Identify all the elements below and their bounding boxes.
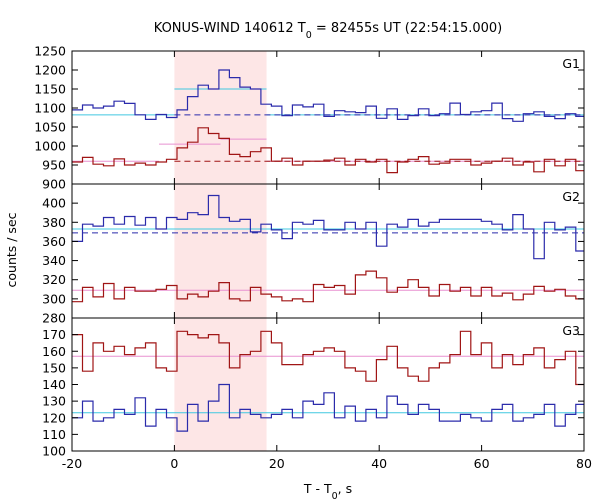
x-tick-label: -20 [62,456,82,471]
y-tick-label: 1200 [34,63,66,78]
y-tick-label: 360 [42,234,66,249]
y-tick-label: 300 [42,291,66,306]
x-tick-label: 80 [576,456,592,471]
x-tick-label: 20 [269,456,285,471]
y-tick-label: 1150 [34,82,66,97]
y-tick-label: 400 [42,196,66,211]
panel-frame [71,183,585,319]
panel-label: G1 [562,56,580,71]
y-tick-label: 1000 [34,139,66,154]
y-tick-label: 160 [42,344,66,359]
series-red-histogram [72,127,584,174]
y-tick-label: 340 [42,253,66,268]
x-tick-label: 0 [170,456,178,471]
panel-frame [71,50,585,185]
series-blue-histogram [72,383,584,432]
chart-title: KONUS-WIND 140612 T0 = 82455s UT (22:54:… [154,21,503,41]
series-blue-histogram [72,194,584,260]
panels-group: 900 950 1000 1050 1100 1150 1200 1250 G1 280 300 32… [34,44,585,459]
y-tick-label: 110 [42,427,66,442]
y-tick-label: 100 [42,444,66,459]
shaded-interval [174,184,267,318]
panel-label: G3 [562,323,580,338]
y-tick-label: 1250 [34,44,66,59]
x-tick-label: 40 [371,456,387,471]
y-tick-label: 130 [42,394,66,409]
y-tick-label: 1050 [34,120,66,135]
y-tick-label: 380 [42,215,66,230]
x-tick-label: 60 [474,456,490,471]
panel-g2: 280 300 320 340 360 380 400 G2 [42,183,585,326]
panel-frame [71,317,585,452]
y-tick-label: 320 [42,272,66,287]
x-axis-ticks: -20 0 20 40 60 80 [62,456,592,471]
panel-g1: 900 950 1000 1050 1100 1150 1200 1250 G1 [34,44,585,192]
series-red-histogram [72,330,584,386]
y-axis-label: counts / sec [4,212,19,287]
y-tick-label: 1100 [34,101,66,116]
y-tick-label: 140 [42,377,66,392]
y-tick-label: 280 [42,311,66,326]
x-axis-label: T - T0, s [303,481,352,500]
y-tick-label: 170 [42,327,66,342]
y-tick-label: 120 [42,410,66,425]
panel-label: G2 [562,189,580,204]
y-tick-label: 950 [42,158,66,173]
shaded-interval [174,51,267,184]
y-tick-label: 900 [42,177,66,192]
series-red-histogram [72,270,584,303]
y-tick-label: 150 [42,360,66,375]
series-blue-histogram [72,69,584,122]
